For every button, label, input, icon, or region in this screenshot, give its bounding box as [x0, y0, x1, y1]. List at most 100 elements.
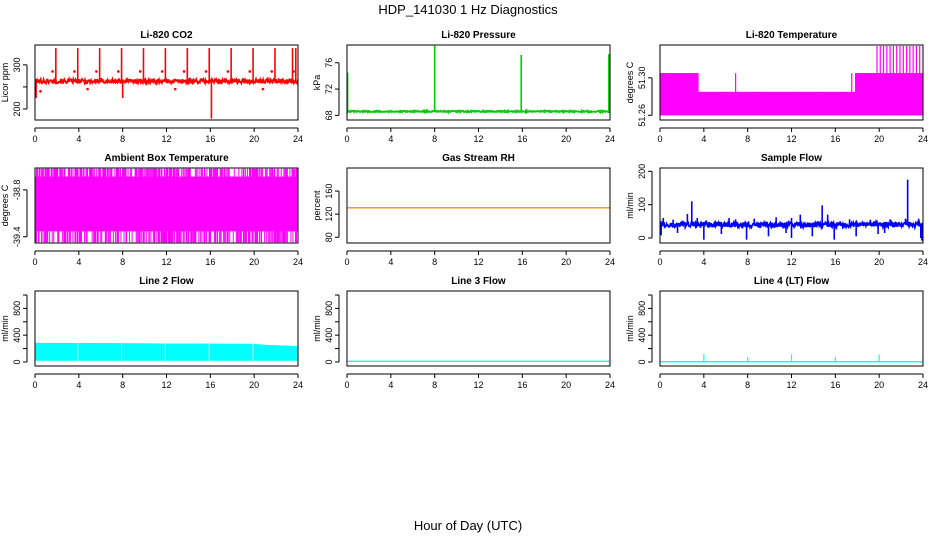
plot-frame — [34, 44, 299, 121]
x-tick-label: 24 — [605, 380, 615, 390]
y-tick-label: 0 — [12, 359, 22, 364]
x-tick-label: 20 — [249, 257, 259, 267]
x-tick-label: 8 — [432, 380, 437, 390]
x-tick-label: 24 — [293, 134, 303, 144]
series-line — [347, 108, 610, 115]
x-tick-label: 4 — [388, 134, 393, 144]
y-tick-label: 400 — [324, 328, 334, 343]
x-tick-label: 0 — [32, 257, 37, 267]
x-tick-label: 12 — [786, 380, 796, 390]
x-tick-label: 4 — [701, 134, 706, 144]
panel-title: Li-820 Temperature — [746, 30, 838, 41]
y-tick-label: 0 — [324, 359, 334, 364]
series-line — [35, 75, 298, 87]
x-tick-label: 24 — [918, 380, 928, 390]
y-tick-label: 80 — [324, 232, 334, 242]
data-point — [499, 110, 502, 113]
y-tick-label: 200 — [637, 164, 647, 179]
panel-5-data — [660, 179, 923, 241]
panel-title: Li-820 Pressure — [441, 30, 516, 41]
x-tick-label: 0 — [32, 380, 37, 390]
x-tick-label: 0 — [657, 257, 662, 267]
x-tick-label: 12 — [786, 257, 796, 267]
y-tick-label: 400 — [12, 328, 22, 343]
x-tick-label: 24 — [918, 134, 928, 144]
x-tick-label: 20 — [249, 134, 259, 144]
y-axis-label: degrees C — [625, 61, 635, 103]
x-tick-label: 8 — [432, 134, 437, 144]
x-tick-label: 8 — [745, 257, 750, 267]
x-tick-label: 20 — [874, 134, 884, 144]
plot-frame — [34, 167, 299, 244]
x-tick-label: 0 — [344, 257, 349, 267]
x-tick-label: 0 — [344, 134, 349, 144]
x-tick-label: 24 — [293, 380, 303, 390]
x-tick-label: 0 — [344, 380, 349, 390]
y-axis-label: kPa — [312, 75, 322, 91]
panel-2: Li-820 Temperature 0 4 8 12 16 20 24 51.26 51.30d… — [625, 30, 928, 144]
x-tick-label: 16 — [830, 257, 840, 267]
panel-title: Gas Stream RH — [442, 153, 515, 164]
x-tick-label: 20 — [561, 257, 571, 267]
data-point — [39, 90, 42, 93]
x-tick-label: 16 — [205, 134, 215, 144]
x-tick-label: 8 — [432, 257, 437, 267]
data-point — [367, 110, 371, 113]
data-point — [261, 87, 265, 91]
y-tick-label: 400 — [637, 328, 647, 343]
panel-1-data — [347, 45, 610, 115]
data-point — [73, 70, 76, 73]
plot-frame — [346, 290, 611, 367]
data-point — [182, 70, 186, 73]
plot-frame — [659, 44, 924, 121]
data-point — [138, 70, 142, 73]
x-tick-label: 20 — [874, 257, 884, 267]
y-tick-label: -39.4 — [12, 226, 22, 247]
figure-title: HDP_141030 1 Hz Diagnostics — [378, 2, 558, 17]
panel-title: Line 2 Flow — [139, 276, 194, 287]
y-tick-label: 51.26 — [637, 104, 647, 127]
x-axis-title: Hour of Day (UTC) — [413, 518, 523, 533]
y-tick-label: 76 — [324, 58, 334, 68]
data-point — [160, 70, 164, 73]
x-tick-label: 24 — [918, 257, 928, 267]
x-tick-label: 4 — [701, 380, 706, 390]
y-tick-label: 800 — [637, 301, 647, 316]
x-tick-label: 24 — [293, 257, 303, 267]
y-tick-label: 160 — [324, 184, 334, 199]
x-tick-label: 0 — [32, 134, 37, 144]
x-tick-label: 12 — [161, 257, 171, 267]
y-tick-label: 120 — [324, 207, 334, 222]
y-tick-label: 300 — [12, 57, 22, 72]
x-tick-label: 4 — [388, 380, 393, 390]
y-tick-label: 0 — [637, 235, 647, 240]
data-point — [455, 110, 458, 113]
plot-frame — [659, 167, 924, 244]
x-tick-label: 12 — [473, 380, 483, 390]
data-point — [411, 110, 415, 113]
panel-title: Li-820 CO2 — [140, 30, 193, 41]
x-tick-label: 16 — [205, 257, 215, 267]
data-point — [204, 70, 208, 73]
y-tick-label: 200 — [12, 101, 22, 116]
panel-title: Line 4 (LT) Flow — [754, 276, 830, 287]
x-tick-label: 4 — [388, 257, 393, 267]
y-tick-label: 800 — [324, 301, 334, 316]
x-tick-label: 12 — [786, 134, 796, 144]
x-tick-label: 4 — [76, 257, 81, 267]
data-point — [95, 70, 98, 73]
panel-2-data — [660, 45, 923, 116]
y-tick-label: 72 — [324, 84, 334, 94]
x-tick-label: 16 — [830, 380, 840, 390]
x-tick-label: 8 — [120, 257, 125, 267]
y-tick-label: 51.30 — [637, 67, 647, 90]
panel-6-data — [35, 342, 298, 361]
y-tick-label: 100 — [637, 197, 647, 212]
y-axis-label: Licor ppm — [0, 63, 10, 103]
